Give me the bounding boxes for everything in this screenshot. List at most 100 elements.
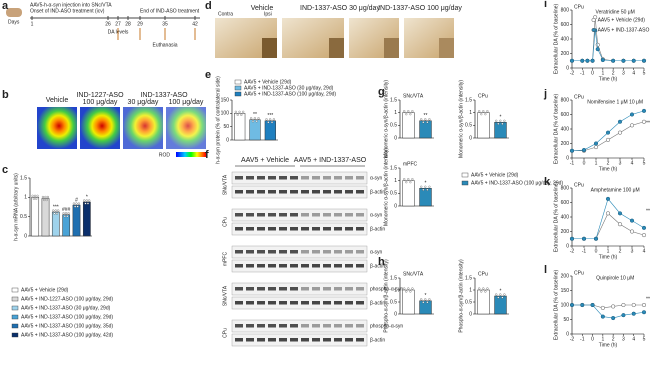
dot bbox=[63, 215, 66, 218]
label: Contra bbox=[218, 11, 233, 17]
blot bbox=[231, 208, 368, 222]
bar bbox=[494, 295, 507, 315]
label: ROD bbox=[159, 152, 171, 158]
bar bbox=[82, 201, 91, 237]
dot bbox=[67, 212, 70, 215]
band bbox=[312, 264, 320, 268]
image-title: Vehicle bbox=[251, 5, 274, 12]
region-label: CPu bbox=[222, 328, 228, 338]
y-tick-label: 200 bbox=[561, 141, 570, 147]
dot bbox=[65, 212, 68, 215]
band-label: β-actin bbox=[370, 300, 385, 306]
dot bbox=[36, 194, 39, 197]
dot bbox=[54, 209, 57, 212]
panel-letter: a bbox=[2, 0, 9, 12]
band bbox=[312, 301, 320, 305]
x-tick-label: 1 bbox=[601, 70, 604, 76]
dot bbox=[499, 119, 502, 122]
blot bbox=[231, 319, 368, 333]
dot bbox=[250, 117, 253, 120]
legend-swatch bbox=[234, 85, 242, 91]
dot bbox=[270, 121, 274, 124]
y-tick-label: 0 bbox=[469, 311, 472, 317]
band bbox=[301, 227, 309, 231]
bar bbox=[494, 122, 507, 139]
band bbox=[268, 338, 276, 342]
point bbox=[621, 313, 626, 318]
point bbox=[569, 236, 575, 241]
dot bbox=[424, 185, 427, 188]
panel-letter: j bbox=[543, 88, 547, 100]
y-tick-label: 0 bbox=[24, 233, 27, 239]
bar bbox=[402, 112, 415, 139]
label: AAV5-h-α-syn injection into SNc/VTA bbox=[30, 2, 112, 8]
dot bbox=[501, 296, 504, 299]
band bbox=[356, 264, 364, 268]
y-tick-label: 0 bbox=[566, 243, 569, 249]
band bbox=[257, 338, 265, 342]
y-tick-label: 0 bbox=[566, 331, 569, 337]
x-axis-label: Time (h) bbox=[599, 342, 618, 348]
dot bbox=[495, 119, 498, 122]
x-tick-label: 4 bbox=[643, 248, 646, 254]
chart-title: CPu bbox=[478, 271, 488, 277]
bar bbox=[419, 120, 432, 139]
y-tick-label: 100 bbox=[561, 302, 570, 308]
image-title: IND-1337-ASO bbox=[140, 92, 188, 99]
band bbox=[268, 213, 276, 217]
x-tick-label: 0 bbox=[591, 70, 594, 76]
dot bbox=[499, 293, 502, 296]
dot bbox=[411, 287, 414, 290]
dot bbox=[75, 202, 78, 205]
band bbox=[246, 324, 254, 328]
point bbox=[631, 58, 636, 63]
point bbox=[595, 47, 600, 52]
band bbox=[312, 324, 320, 328]
band bbox=[345, 227, 353, 231]
point bbox=[569, 302, 575, 308]
dot bbox=[422, 188, 425, 191]
image-title: 100 μg/day bbox=[83, 99, 118, 106]
point bbox=[580, 302, 585, 308]
dot bbox=[482, 287, 485, 290]
point bbox=[600, 305, 605, 310]
band bbox=[312, 250, 320, 254]
point bbox=[641, 108, 647, 113]
point bbox=[641, 225, 647, 230]
legend-label: AAV5 + IND-1337-ASO (100 μg/day, 42d) bbox=[21, 332, 113, 338]
legend-swatch bbox=[11, 332, 19, 338]
band bbox=[268, 287, 276, 291]
band bbox=[301, 213, 309, 217]
dot bbox=[484, 290, 487, 293]
dot bbox=[497, 296, 500, 299]
region-label: CPu bbox=[574, 4, 584, 10]
point bbox=[621, 58, 626, 63]
band bbox=[246, 338, 254, 342]
point bbox=[629, 123, 635, 128]
chart-title: Amphetamine 100 μM bbox=[591, 187, 640, 193]
y-tick-label: 150 bbox=[561, 288, 570, 294]
legend-swatch bbox=[11, 296, 19, 302]
chart-title: Quinpirole 10 μM bbox=[596, 275, 634, 281]
dot bbox=[428, 298, 431, 301]
band bbox=[257, 213, 265, 217]
legend-label: AAV5 + IND-1337-ASO (100 μg/day, 29d) bbox=[21, 314, 113, 320]
dot bbox=[409, 290, 412, 293]
y-tick-label: 0 bbox=[394, 135, 397, 141]
x-tick-label: 5 bbox=[643, 70, 646, 76]
band bbox=[246, 227, 254, 231]
band bbox=[246, 190, 254, 194]
point bbox=[631, 302, 636, 308]
band bbox=[356, 213, 364, 217]
image-title: Vehicle bbox=[46, 97, 69, 104]
band bbox=[235, 264, 243, 268]
dot bbox=[497, 122, 500, 125]
dot bbox=[267, 121, 270, 124]
series-line bbox=[572, 212, 645, 240]
panel-letter: c bbox=[2, 164, 8, 176]
x-tick-label: -1 bbox=[570, 160, 575, 166]
legend-swatch bbox=[591, 17, 596, 23]
band bbox=[235, 213, 243, 217]
y-tick-label: 1.5 bbox=[390, 97, 397, 103]
band bbox=[356, 338, 364, 342]
